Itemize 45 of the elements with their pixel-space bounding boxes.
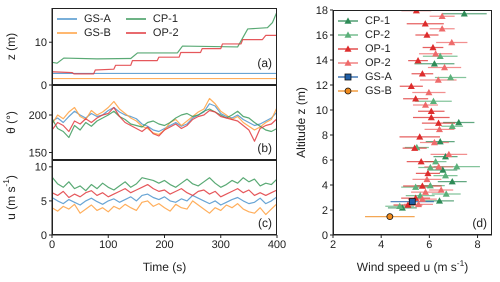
annotation: (c)	[258, 216, 272, 230]
legend-label: GS-A	[365, 71, 392, 83]
legend-label: OP-2	[152, 27, 179, 39]
legend-label: GS-A	[84, 13, 111, 25]
y-axis-title: Altitude z (m)	[294, 87, 308, 158]
y-tick-label: 2	[322, 204, 328, 217]
y-tick-label: 14	[316, 54, 328, 67]
x-tick-label: 4	[378, 238, 384, 251]
x-axis-title: Time (s)	[142, 260, 186, 274]
y-tick-label: 0	[40, 230, 47, 242]
legend-label: OP-1	[365, 43, 391, 55]
y-tick-label: 10	[34, 162, 47, 174]
x-tick-label: 0	[48, 238, 56, 251]
x-tick-label: 6	[426, 238, 432, 251]
y-tick-label: 6	[322, 154, 328, 167]
y-tick-label: 12	[316, 80, 328, 92]
y-tick-label: 10	[34, 37, 47, 50]
x-tick-label: 100	[99, 238, 118, 251]
y-axis-title: z (m)	[4, 32, 18, 60]
x-tick-label: 300	[212, 238, 230, 251]
x-axis-title: Wind speed u (m s$^{-1}$)	[356, 258, 468, 274]
annotation: (d)	[472, 216, 487, 230]
y-tick-label: 0	[322, 230, 328, 242]
legend-label: CP-2	[365, 29, 390, 41]
y-tick-label: 5	[40, 196, 47, 208]
y-tick-label: 0	[40, 80, 47, 92]
y-tick-label: 16	[316, 30, 328, 42]
annotation: (b)	[257, 141, 272, 155]
y-tick-label: 18	[316, 4, 328, 17]
y-axis-title: θ (°)	[4, 111, 18, 134]
x-tick-label: 2	[330, 238, 336, 251]
legend-label: GS-B	[84, 27, 111, 39]
y-tick-label: 200	[28, 110, 47, 122]
annotation: (a)	[257, 56, 272, 70]
y-tick-label: 10	[316, 104, 328, 117]
legend-label: GS-B	[365, 85, 392, 97]
x-tick-label: 200	[155, 238, 174, 251]
x-tick-label: 8	[474, 238, 481, 251]
legend-label: CP-1	[365, 15, 390, 27]
y-tick-label: 8	[322, 130, 328, 142]
y-tick-label: 150	[28, 147, 47, 160]
legend-label: CP-1	[152, 13, 178, 25]
y-tick-label: 4	[322, 180, 328, 192]
legend-label: OP-2	[365, 57, 391, 69]
x-tick-label: 400	[268, 238, 286, 251]
